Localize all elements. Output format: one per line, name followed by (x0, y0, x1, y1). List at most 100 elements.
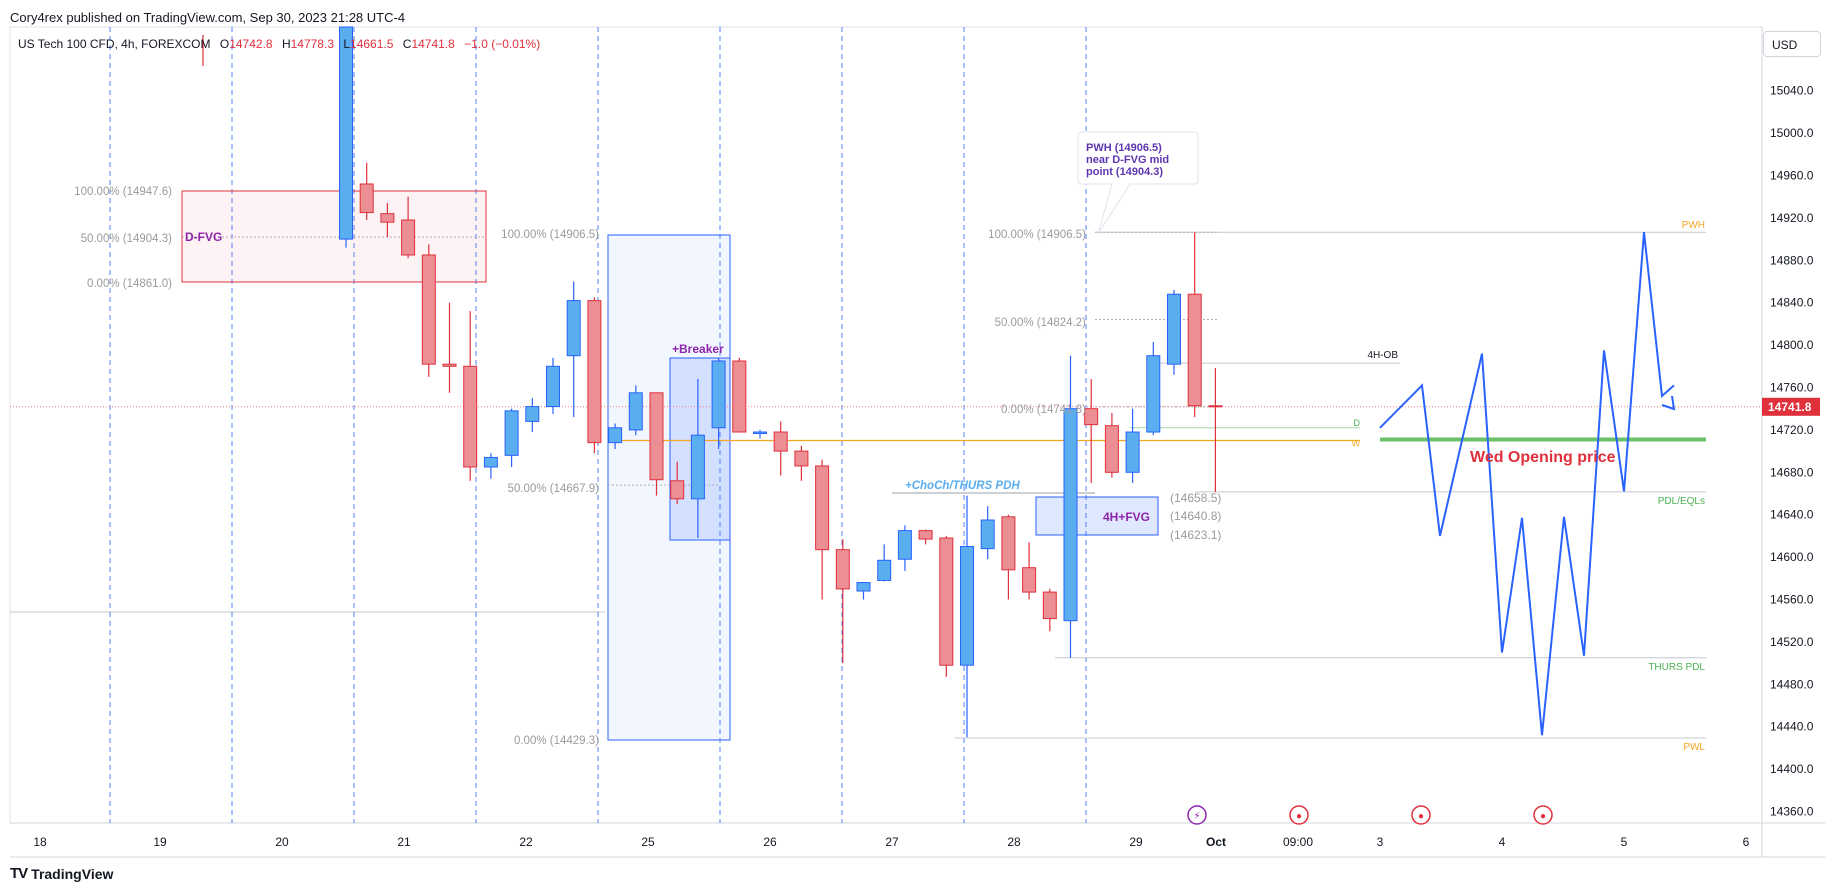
candle-body (421, 254, 436, 365)
us-event-icon-glyph: ● (1418, 811, 1424, 822)
event-flash-icon[interactable] (1187, 805, 1207, 825)
candle-body (649, 392, 664, 481)
us-event-icon[interactable] (1533, 805, 1553, 825)
last-price-badge (1762, 397, 1820, 416)
candle-body (1208, 405, 1223, 408)
right-fib-0-label: 0.00% (14741.8) (1001, 404, 1086, 416)
candle-body (628, 392, 643, 431)
callout-line-2: near D-FVG mid (1086, 154, 1169, 166)
time-tick-label: 4 (1499, 835, 1506, 849)
candle-body (877, 559, 892, 581)
fvg-4h-bottom-value: (14623.1) (1170, 528, 1221, 542)
legend-l-label: L (343, 37, 350, 51)
legend-h-label: H (282, 37, 291, 51)
legend-low: 14661.5 (350, 37, 394, 51)
candle-body (339, 26, 353, 240)
candle-body (939, 537, 954, 666)
candle-body (670, 480, 685, 500)
price-tick-label: 14960.0 (1770, 169, 1814, 183)
candle-body (1167, 293, 1181, 365)
price-tick-label: 15040.0 (1770, 84, 1814, 98)
time-tick-label: 22 (519, 835, 533, 849)
d-fvg-50-label: 50.00% (14904.3) (81, 233, 173, 245)
event-flash-icon-glyph: ⚡ (1193, 811, 1200, 822)
time-tick-label: 29 (1129, 835, 1143, 849)
candle-body (897, 530, 912, 560)
time-tick-label: 28 (1007, 835, 1021, 849)
candle-body (359, 183, 374, 214)
left-fib-100-label: 100.00% (14906.5) (501, 229, 599, 241)
d-fvg-0-label: 0.00% (14861.0) (87, 278, 172, 290)
candle-body (442, 363, 457, 367)
time-tick-label: 20 (275, 835, 289, 849)
price-tick-label: 14440.0 (1770, 720, 1814, 734)
callout-line-1: PWH (14906.5) (1086, 142, 1162, 154)
publisher-header: Cory4rex published on TradingView.com, S… (10, 10, 406, 25)
time-tick-label: 27 (885, 835, 899, 849)
price-tick-label: 14640.0 (1770, 508, 1814, 522)
price-tick-label: 14920.0 (1770, 211, 1814, 225)
pwh-callout-box (1077, 131, 1199, 235)
us-event-icon-glyph: ● (1540, 811, 1546, 822)
price-tick-label: 14760.0 (1770, 381, 1814, 395)
candle-body (401, 219, 416, 256)
candle-body (1146, 355, 1161, 433)
currency-button[interactable]: USD (1763, 31, 1821, 57)
price-tick-label: 14600.0 (1770, 550, 1814, 564)
brand-name: TradingView (31, 865, 114, 882)
price-tick-label: 14880.0 (1770, 253, 1814, 267)
candle-body (504, 410, 519, 456)
us-event-icon[interactable] (1411, 805, 1431, 825)
price-tick-label: 14720.0 (1770, 423, 1814, 437)
candle-body (1042, 591, 1057, 620)
candle-body (380, 213, 395, 223)
candle-body (483, 456, 498, 468)
fvg-4h-label: 4H+FVG (1103, 510, 1150, 524)
time-tick-label: 6 (1743, 835, 1750, 849)
legend-open: 14742.8 (229, 37, 273, 51)
candle-body (1022, 567, 1037, 593)
pwh-label: PWH (1682, 220, 1705, 231)
time-tick-label: 3 (1377, 835, 1384, 849)
price-tick-label: 14400.0 (1770, 762, 1814, 776)
price-tick-label: 14560.0 (1770, 593, 1814, 607)
projection-path (1379, 232, 1675, 736)
candle-body (1084, 408, 1099, 426)
right-fib-100-label: 100.00% (14906.5) (988, 229, 1086, 241)
tradingview-brand[interactable]: TV TradingView (10, 865, 113, 882)
candle-body (566, 300, 581, 357)
candle-body (753, 431, 767, 435)
candle-body (1125, 431, 1140, 473)
candle-body (1063, 408, 1078, 622)
daily-open-label: D (1354, 418, 1361, 428)
candle-body (711, 360, 726, 429)
candle-body (1001, 516, 1016, 571)
us-event-icon[interactable] (1289, 805, 1309, 825)
time-tick-label: 09:00 (1283, 835, 1313, 849)
candle-body (587, 300, 602, 444)
candle-body (546, 365, 560, 408)
price-tick-label: 14800.0 (1770, 338, 1814, 352)
plot-area (9, 26, 1763, 824)
pdl-label: PDL/EQLs (1658, 496, 1705, 507)
tradingview-logo-icon: TV (10, 865, 28, 882)
time-tick-label: 5 (1621, 835, 1628, 849)
candle-body (608, 427, 623, 444)
candle-body (1187, 293, 1202, 407)
d-fvg-label: D-FVG (185, 230, 222, 244)
candle-body (960, 546, 974, 666)
candle-body (463, 365, 478, 468)
time-tick-label: 18 (33, 835, 47, 849)
price-tick-label: 14840.0 (1770, 296, 1814, 310)
legend-close: 14741.8 (411, 37, 455, 51)
time-tick-label: 25 (641, 835, 655, 849)
left-fib-0-label: 0.00% (14429.3) (514, 735, 599, 747)
candle-body (856, 582, 871, 592)
projection-arrowhead (1661, 395, 1676, 411)
fib-retracement-box (607, 234, 731, 741)
candle-body (918, 530, 933, 540)
price-tick-label: 14520.0 (1770, 635, 1814, 649)
legend-high: 14778.3 (291, 37, 335, 51)
